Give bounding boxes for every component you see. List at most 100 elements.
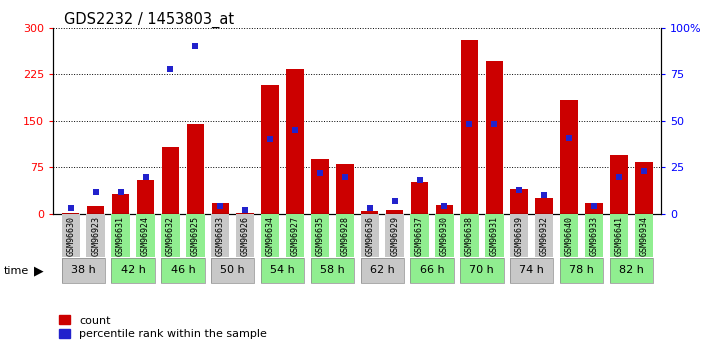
Text: GSM96924: GSM96924 [141, 216, 150, 256]
Bar [186, 124, 204, 214]
Text: GSM96927: GSM96927 [291, 216, 299, 256]
Bar [336, 164, 353, 214]
Bar [411, 181, 428, 214]
Bar [211, 258, 255, 283]
Bar [486, 61, 503, 214]
Bar [311, 258, 354, 283]
Bar [261, 258, 304, 283]
Bar [560, 100, 578, 214]
Text: GSM96929: GSM96929 [390, 216, 399, 256]
Bar [410, 258, 454, 283]
Text: GSM96928: GSM96928 [341, 216, 349, 256]
Bar [161, 258, 205, 283]
Text: GSM96634: GSM96634 [266, 216, 274, 256]
Text: 62 h: 62 h [370, 265, 395, 275]
Bar [560, 258, 603, 283]
Text: GSM96635: GSM96635 [316, 216, 324, 256]
Bar [311, 258, 354, 283]
Text: 42 h: 42 h [121, 265, 146, 275]
Bar [635, 214, 653, 257]
Bar [360, 258, 404, 283]
Text: GSM96636: GSM96636 [365, 216, 374, 256]
Bar [386, 209, 403, 214]
Text: GSM96926: GSM96926 [240, 216, 250, 256]
Bar [62, 213, 80, 214]
Bar [460, 258, 503, 283]
Bar [584, 214, 603, 257]
Bar [311, 214, 329, 257]
Bar [112, 214, 130, 257]
Bar [336, 214, 354, 257]
Bar [286, 214, 304, 257]
Bar [211, 214, 230, 257]
Bar [460, 214, 479, 257]
Text: GDS2232 / 1453803_at: GDS2232 / 1453803_at [64, 12, 234, 28]
Text: 82 h: 82 h [619, 265, 643, 275]
Bar [87, 206, 105, 214]
Bar [535, 214, 553, 257]
Bar [87, 214, 105, 257]
Bar [585, 203, 603, 214]
Bar [287, 69, 304, 214]
Legend: count, percentile rank within the sample: count, percentile rank within the sample [59, 315, 267, 339]
Bar [609, 258, 653, 283]
Bar [360, 258, 404, 283]
Bar [62, 258, 105, 283]
Bar [262, 85, 279, 214]
Bar [535, 198, 553, 214]
Bar [510, 258, 553, 283]
Text: 46 h: 46 h [171, 265, 196, 275]
Bar [510, 214, 528, 257]
Text: GSM96641: GSM96641 [614, 216, 624, 256]
Text: GSM96640: GSM96640 [565, 216, 574, 256]
Bar [137, 180, 154, 214]
Text: 54 h: 54 h [270, 265, 295, 275]
Bar [261, 258, 304, 283]
Bar [560, 214, 578, 257]
Text: GSM96933: GSM96933 [589, 216, 599, 256]
Bar [461, 40, 478, 214]
Bar [360, 214, 379, 257]
Text: GSM96639: GSM96639 [515, 216, 524, 256]
Bar [62, 214, 80, 257]
Text: GSM96931: GSM96931 [490, 216, 499, 256]
Bar [137, 214, 155, 257]
Text: ▶: ▶ [34, 264, 44, 277]
Bar [212, 203, 229, 214]
Text: GSM96638: GSM96638 [465, 216, 474, 256]
Bar [560, 258, 603, 283]
Bar [609, 214, 628, 257]
Text: GSM96934: GSM96934 [639, 216, 648, 256]
Bar [510, 189, 528, 214]
Bar [510, 258, 553, 283]
Bar [610, 155, 628, 214]
Text: GSM96932: GSM96932 [540, 216, 549, 256]
Text: 50 h: 50 h [220, 265, 245, 275]
Text: time: time [4, 266, 29, 276]
Text: GSM96633: GSM96633 [215, 216, 225, 256]
Bar [161, 147, 179, 214]
Text: 70 h: 70 h [469, 265, 494, 275]
Text: GSM96630: GSM96630 [66, 216, 75, 256]
Bar [261, 214, 279, 257]
Bar [112, 258, 155, 283]
Text: 38 h: 38 h [71, 265, 95, 275]
Text: GSM96930: GSM96930 [440, 216, 449, 256]
Text: GSM96631: GSM96631 [116, 216, 125, 256]
Bar [112, 258, 155, 283]
Bar [435, 214, 454, 257]
Bar [311, 159, 328, 214]
Text: 74 h: 74 h [519, 265, 544, 275]
Bar [609, 258, 653, 283]
Bar [410, 214, 429, 257]
Bar [236, 214, 255, 257]
Bar [361, 211, 378, 214]
Bar [436, 205, 453, 214]
Text: 66 h: 66 h [419, 265, 444, 275]
Text: 58 h: 58 h [320, 265, 345, 275]
Bar [410, 258, 454, 283]
Bar [186, 214, 205, 257]
Text: GSM96923: GSM96923 [91, 216, 100, 256]
Bar [62, 258, 105, 283]
Bar [161, 214, 180, 257]
